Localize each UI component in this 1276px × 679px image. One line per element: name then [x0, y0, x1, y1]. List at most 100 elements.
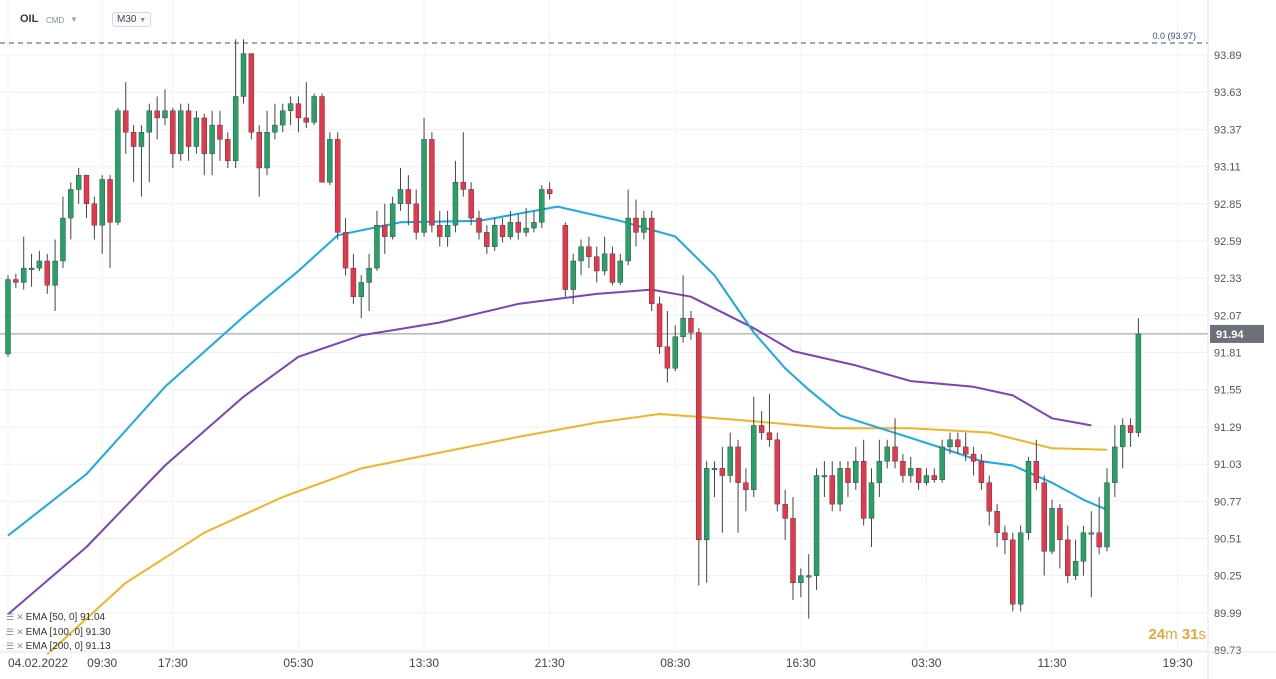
candle-body: [1002, 532, 1008, 541]
y-tick-label: 90.51: [1214, 533, 1242, 545]
candle-body: [641, 217, 647, 233]
candle: [955, 432, 961, 455]
candle: [774, 432, 780, 512]
candle: [209, 110, 215, 176]
candle-body: [240, 53, 247, 97]
ema50-line: [7, 205, 1108, 537]
symbol-label[interactable]: OIL: [20, 13, 39, 25]
candle-body: [1127, 425, 1134, 433]
y-tick-label: 91.03: [1214, 459, 1242, 471]
candle: [868, 468, 875, 548]
candle: [507, 210, 514, 240]
candle-body: [217, 124, 223, 140]
candle: [986, 475, 992, 526]
legend-ema200[interactable]: ☰ ✕ EMA [200, 0] 91.13: [6, 641, 111, 652]
candle-body: [939, 446, 945, 480]
chevron-down-icon[interactable]: ▼: [70, 15, 78, 24]
candle-body: [295, 103, 302, 119]
last-price-tag: [1210, 324, 1264, 343]
candle-body: [272, 124, 278, 133]
candle-body: [931, 475, 937, 480]
candle: [908, 456, 914, 483]
x-tick-label: 09:30: [87, 656, 117, 670]
candle: [947, 432, 953, 455]
candle-body: [696, 332, 702, 541]
y-tick-label: 91.81: [1214, 348, 1242, 360]
candle-body: [1010, 539, 1016, 605]
candle-body: [91, 203, 98, 226]
menu-lines-icon[interactable]: ☰: [6, 627, 14, 637]
legend-ema50[interactable]: ☰ ✕ EMA [50, 0] 91.04: [6, 612, 105, 623]
candle: [601, 236, 608, 276]
candle-body: [672, 336, 678, 369]
candle-body: [21, 267, 27, 283]
candle-body: [437, 225, 443, 237]
candle-body: [900, 461, 906, 476]
candle: [523, 208, 529, 237]
candle-body: [476, 217, 482, 233]
candle: [115, 107, 121, 226]
candle: [52, 239, 58, 312]
candle: [264, 110, 270, 176]
candle-body: [751, 425, 757, 491]
close-icon[interactable]: ✕: [16, 627, 23, 637]
candle: [1096, 496, 1102, 555]
candle-body: [656, 303, 663, 347]
x-tick-label: 16:30: [786, 656, 816, 670]
candle-body: [193, 117, 200, 147]
menu-lines-icon[interactable]: ☰: [6, 612, 14, 622]
candle-body: [225, 139, 231, 162]
candle-body: [123, 110, 129, 133]
close-icon[interactable]: ✕: [16, 612, 23, 622]
candle-body: [876, 461, 883, 483]
candle: [782, 489, 788, 540]
candle: [837, 461, 843, 512]
candle: [1025, 456, 1032, 540]
x-tick-label: 11:30: [1037, 656, 1066, 670]
candle-body: [719, 468, 726, 476]
candle: [609, 246, 616, 286]
timeframe-select[interactable]: M30 ▼: [112, 12, 152, 27]
candle-body: [107, 179, 113, 223]
candle-body: [798, 575, 804, 583]
candle: [68, 182, 74, 240]
candle: [821, 461, 828, 497]
chevron-down-icon: ▼: [139, 17, 147, 24]
menu-lines-icon[interactable]: ☰: [6, 641, 14, 651]
candle-body: [397, 189, 404, 204]
candle-body: [1017, 532, 1024, 605]
candle-body: [405, 189, 412, 204]
candle-body: [1096, 532, 1102, 548]
candle: [499, 218, 506, 243]
candle-body: [546, 189, 553, 194]
candle: [813, 468, 820, 590]
close-icon[interactable]: ✕: [16, 641, 23, 651]
candle: [515, 213, 521, 240]
candle-body: [688, 317, 694, 333]
candle: [107, 175, 113, 269]
candle: [884, 439, 890, 469]
candle: [248, 53, 255, 140]
candle: [413, 189, 419, 240]
candle-body: [970, 453, 977, 462]
x-tick-label: 08:30: [660, 656, 690, 670]
y-tick-label: 93.89: [1214, 50, 1242, 62]
candle: [91, 196, 98, 240]
candle-body: [60, 217, 66, 262]
candle-body: [821, 475, 828, 478]
candle: [437, 210, 443, 247]
candle-body: [382, 225, 388, 237]
candle-body: [813, 475, 820, 576]
legend-ema100[interactable]: ☰ ✕ EMA [100, 0] 91.30: [6, 627, 111, 638]
candle-body: [829, 475, 835, 505]
last-price-label: 91.94: [1216, 329, 1244, 341]
candle: [1135, 318, 1142, 437]
fib-level-label: 0.0 (93.97): [1152, 31, 1196, 41]
x-tick-label: 19:30: [1163, 656, 1193, 670]
candle-body: [444, 225, 451, 237]
candle-body: [986, 482, 992, 512]
candle-body: [499, 225, 506, 237]
ema200-line: [46, 413, 1108, 656]
candle: [232, 39, 239, 168]
